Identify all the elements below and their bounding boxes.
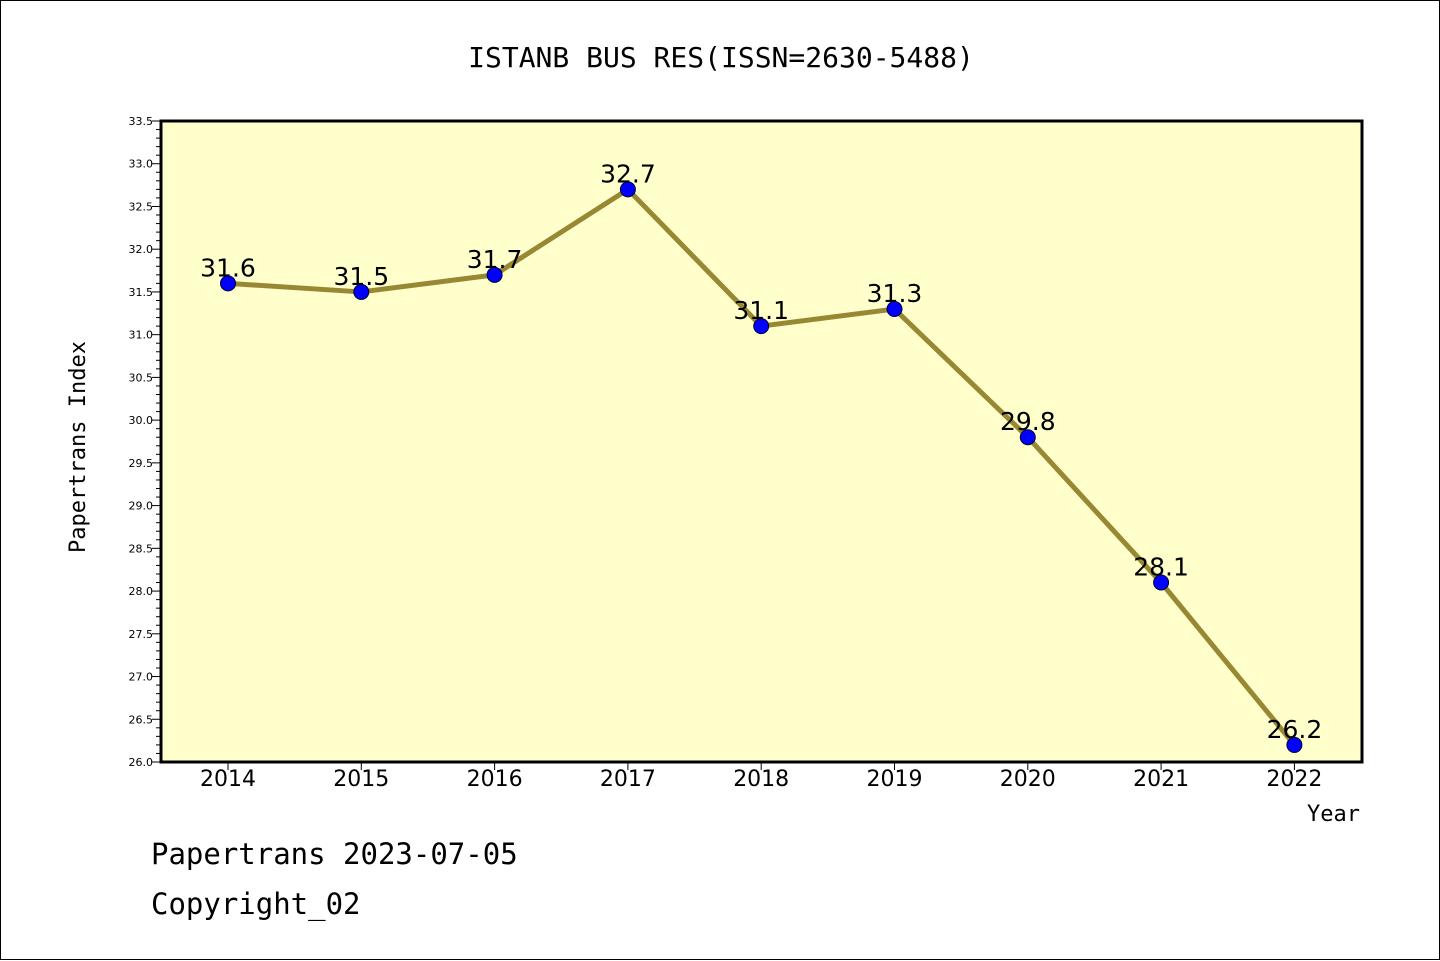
x-axis: 2014 2015 2016 2017 2018 2019 2020 2021 2022 — [200, 762, 1322, 792]
x-tick-label: 2021 — [1133, 767, 1189, 792]
y-tick-label: 31.5 — [129, 286, 154, 299]
data-label: 28.1 — [1133, 553, 1189, 582]
data-label: 31.3 — [867, 279, 923, 308]
data-point — [619, 181, 636, 198]
plot-area — [161, 121, 1362, 762]
data-point — [1019, 429, 1036, 446]
data-point — [1153, 574, 1170, 591]
data-point — [353, 283, 370, 300]
data-label: 29.8 — [1000, 407, 1056, 436]
y-tick-label: 27.5 — [129, 628, 154, 641]
y-tick-label: 28.5 — [129, 542, 154, 555]
y-axis: 26.0 26.5 27.0 27.5 28.0 28.5 29.0 29.5 30.0 30.5… — [129, 115, 161, 769]
y-tick-label: 26.5 — [129, 713, 154, 726]
data-point — [1286, 736, 1303, 753]
data-label: 31.1 — [733, 296, 789, 325]
x-tick-label: 2019 — [867, 767, 923, 792]
x-tick-label: 2015 — [333, 767, 389, 792]
y-tick-label: 32.5 — [129, 200, 154, 213]
y-tick-label: 29.5 — [129, 457, 154, 470]
chart-title: ISTANB BUS RES(ISSN=2630-5488) — [468, 41, 974, 74]
y-tick-label: 30.5 — [129, 371, 154, 384]
y-tick-label: 32.0 — [129, 243, 154, 256]
y-tick-label: 33.5 — [129, 115, 154, 128]
data-label: 32.7 — [600, 159, 656, 188]
series-markers — [220, 181, 1303, 753]
x-tick-label: 2017 — [600, 767, 656, 792]
data-point — [486, 266, 503, 283]
x-tick-label: 2022 — [1266, 767, 1322, 792]
data-label: 31.6 — [200, 253, 256, 282]
y-tick-label: 30.0 — [129, 414, 154, 427]
plot-border — [159, 119, 1364, 764]
y-tick-label: 33.0 — [129, 158, 154, 171]
x-tick-label: 2020 — [1000, 767, 1056, 792]
footer-date: Papertrans 2023-07-05 — [151, 837, 518, 871]
data-label: 31.5 — [333, 262, 389, 291]
footer-copyright: Copyright_02 — [151, 887, 361, 922]
y-tick-label: 27.0 — [129, 671, 154, 684]
y-tick-label: 28.0 — [129, 585, 154, 598]
y-axis-label: Papertrans Index — [66, 341, 91, 553]
data-labels: 31.6 31.5 31.7 32.7 31.1 31.3 29.8 28.1 26.2 — [200, 159, 1322, 744]
data-label: 26.2 — [1267, 715, 1323, 744]
data-label: 31.7 — [467, 245, 523, 274]
x-tick-label: 2018 — [733, 767, 789, 792]
x-tick-label: 2014 — [200, 767, 256, 792]
y-tick-label: 29.0 — [129, 500, 154, 513]
data-point — [220, 275, 236, 292]
x-axis-label: Year — [1307, 802, 1360, 827]
y-tick-label: 31.0 — [129, 329, 154, 342]
x-tick-label: 2016 — [467, 767, 523, 792]
y-tick-label: 26.0 — [129, 756, 154, 769]
data-point — [886, 301, 903, 318]
data-point — [753, 318, 770, 335]
